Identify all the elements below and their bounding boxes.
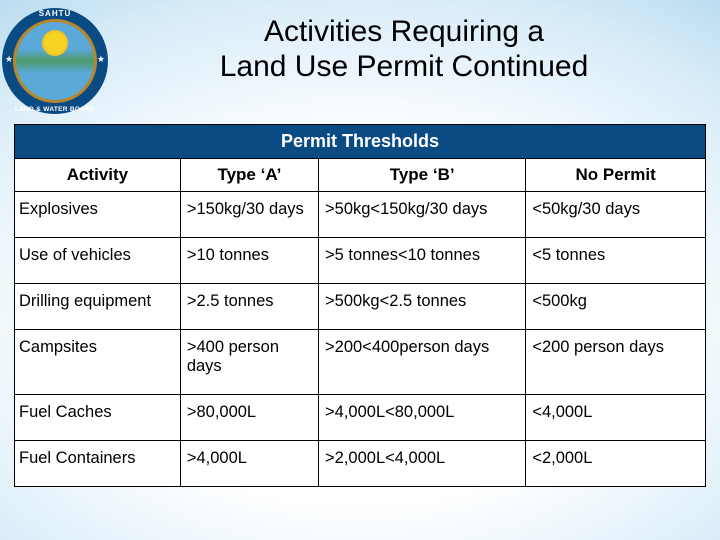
cell-type-b: >5 tonnes<10 tonnes bbox=[319, 237, 526, 283]
table-container: Permit Thresholds Activity Type ‘A’ Type… bbox=[0, 114, 720, 487]
table-row: Fuel Caches >80,000L >4,000L<80,000L <4,… bbox=[15, 394, 706, 440]
cell-type-a: >80,000L bbox=[180, 394, 318, 440]
title-line-2: Land Use Permit Continued bbox=[108, 49, 700, 84]
cell-type-a: >2.5 tonnes bbox=[180, 283, 318, 329]
logo-sun-icon bbox=[42, 30, 68, 56]
table-row: Use of vehicles >10 tonnes >5 tonnes<10 … bbox=[15, 237, 706, 283]
cell-no-permit: <200 person days bbox=[526, 329, 706, 394]
cell-type-a: >4,000L bbox=[180, 440, 318, 486]
cell-activity: Use of vehicles bbox=[15, 237, 181, 283]
logo-bottom-text: LAND & WATER BOARD bbox=[2, 106, 108, 113]
permit-thresholds-table: Permit Thresholds Activity Type ‘A’ Type… bbox=[14, 124, 706, 487]
table-body: Explosives >150kg/30 days >50kg<150kg/30… bbox=[15, 192, 706, 487]
cell-no-permit: <500kg bbox=[526, 283, 706, 329]
cell-activity: Fuel Containers bbox=[15, 440, 181, 486]
table-header-row: Activity Type ‘A’ Type ‘B’ No Permit bbox=[15, 159, 706, 192]
cell-type-b: >500kg<2.5 tonnes bbox=[319, 283, 526, 329]
table-row: Fuel Containers >4,000L >2,000L<4,000L <… bbox=[15, 440, 706, 486]
col-header-activity: Activity bbox=[15, 159, 181, 192]
col-header-no-permit: No Permit bbox=[526, 159, 706, 192]
table-row: Explosives >150kg/30 days >50kg<150kg/30… bbox=[15, 192, 706, 238]
logo-top-text: SAHTU bbox=[2, 9, 108, 18]
logo-inner bbox=[13, 19, 97, 103]
cell-activity: Fuel Caches bbox=[15, 394, 181, 440]
header: SAHTU ★ ★ LAND & WATER BOARD Activities … bbox=[0, 0, 720, 114]
cell-type-b: >4,000L<80,000L bbox=[319, 394, 526, 440]
logo-star-left: ★ bbox=[5, 54, 13, 65]
table-row: Drilling equipment >2.5 tonnes >500kg<2.… bbox=[15, 283, 706, 329]
cell-type-a: >10 tonnes bbox=[180, 237, 318, 283]
cell-no-permit: <2,000L bbox=[526, 440, 706, 486]
cell-type-a: >150kg/30 days bbox=[180, 192, 318, 238]
cell-type-a: >400 person days bbox=[180, 329, 318, 394]
cell-type-b: >2,000L<4,000L bbox=[319, 440, 526, 486]
cell-no-permit: <4,000L bbox=[526, 394, 706, 440]
logo-star-right: ★ bbox=[97, 54, 105, 65]
cell-no-permit: <50kg/30 days bbox=[526, 192, 706, 238]
title-line-1: Activities Requiring a bbox=[108, 14, 700, 49]
cell-type-b: >50kg<150kg/30 days bbox=[319, 192, 526, 238]
col-header-type-a: Type ‘A’ bbox=[180, 159, 318, 192]
cell-no-permit: <5 tonnes bbox=[526, 237, 706, 283]
cell-type-b: >200<400person days bbox=[319, 329, 526, 394]
col-header-type-b: Type ‘B’ bbox=[319, 159, 526, 192]
logo-badge: SAHTU ★ ★ LAND & WATER BOARD bbox=[2, 8, 108, 114]
cell-activity: Explosives bbox=[15, 192, 181, 238]
page-title: Activities Requiring a Land Use Permit C… bbox=[108, 6, 700, 85]
cell-activity: Drilling equipment bbox=[15, 283, 181, 329]
cell-activity: Campsites bbox=[15, 329, 181, 394]
table-row: Campsites >400 person days >200<400perso… bbox=[15, 329, 706, 394]
table-title: Permit Thresholds bbox=[15, 125, 706, 159]
